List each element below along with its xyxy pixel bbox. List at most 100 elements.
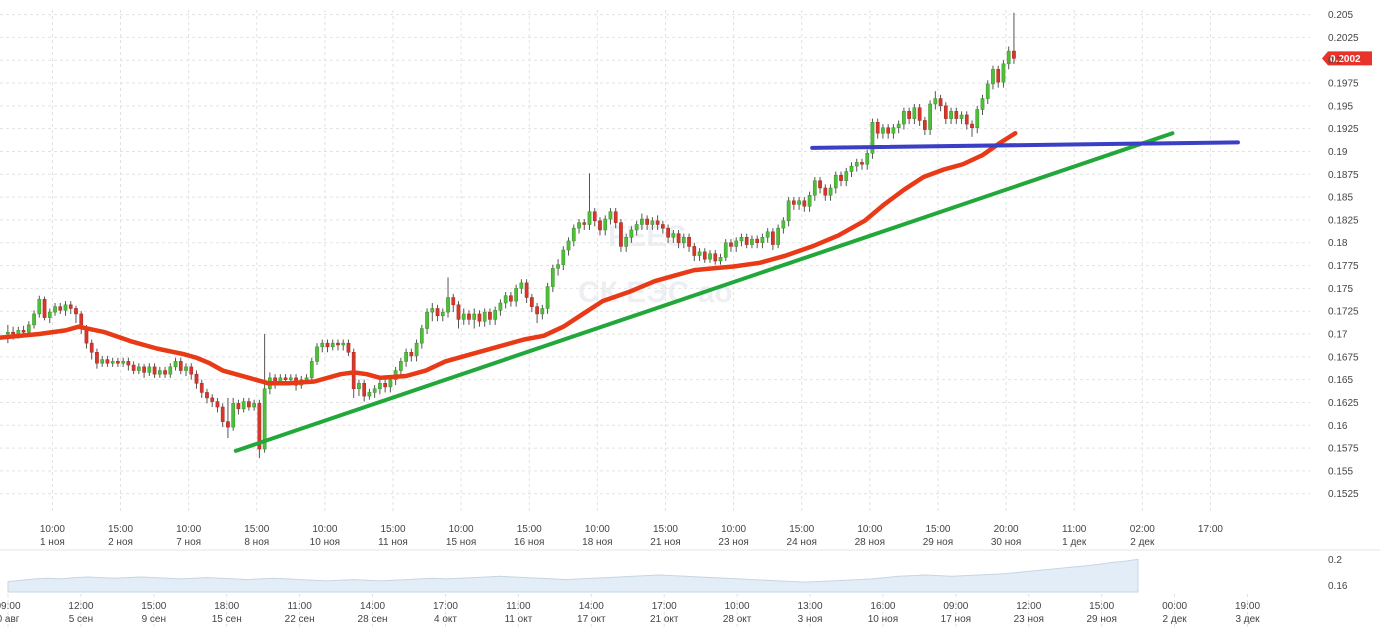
navigator-x-time: 00:00 [1162,601,1187,612]
candle-body [503,295,508,304]
candle-body [95,352,99,364]
candle-body [760,237,765,243]
x-tick-time: 15:00 [108,524,133,535]
x-tick-date: 21 ноя [650,537,680,548]
candle-body [530,297,534,307]
candle-body [493,310,498,320]
candle-body [100,359,105,364]
moving-average-line [0,130,1018,386]
navigator-x-time: 19:00 [1235,601,1260,612]
y-tick-label: 0.155 [1328,466,1353,477]
x-tick-date: 2 дек [1130,537,1155,548]
candle-body [116,361,120,364]
candle-body [540,308,545,315]
x-tick-date: 2 ноя [108,537,133,548]
candle-body [1006,50,1011,65]
x-tick-date: 29 ноя [923,537,953,548]
candle-body [388,379,393,388]
x-tick-date: 28 ноя [855,537,885,548]
y-tick-label: 0.1925 [1328,124,1359,135]
candle-body [781,220,786,229]
candle-body [414,342,419,357]
candle-body [923,120,927,130]
candle-body [89,342,94,353]
candle-body [619,222,623,247]
x-tick-time: 15:00 [517,524,542,535]
candle-body [226,421,230,428]
candle-body [571,227,576,242]
candle-body [823,187,828,196]
navigator-x-date: 2 дек [1163,614,1188,625]
candle-body [896,123,901,128]
candle-body [786,200,791,222]
candle-body [378,383,382,390]
candle-body [215,401,220,408]
candle-body [315,346,319,362]
candle-body [844,171,849,181]
navigator-x-date: 28 окт [723,614,752,625]
candle-body [220,406,225,422]
candle-body [613,211,618,223]
candle-body [980,98,985,110]
navigator-x-date: 15 сен [212,614,242,625]
navigator-x-date: 0 авг [0,614,20,625]
candle-body [556,264,560,269]
y-tick-label: 0.16 [1328,421,1348,432]
x-tick-date: 16 ноя [514,537,544,548]
candle-body [142,366,146,373]
candle-body [488,311,492,320]
candle-body [252,403,256,408]
navigator-x-time: 09:00 [0,601,21,612]
candle-body [676,233,681,243]
candle-body [121,361,125,364]
y-tick-label: 0.1675 [1328,352,1359,363]
navigator-x-time: 15:00 [141,601,166,612]
candle-body [47,311,52,318]
candle-body [498,302,503,311]
navigator-x-time: 09:00 [943,601,968,612]
candle-body [833,174,838,189]
candle-body [666,227,670,238]
x-tick-date: 1 дек [1062,537,1087,548]
y-tick-label: 0.1775 [1328,261,1359,272]
candle-body [640,218,644,225]
candle-body [991,69,995,85]
candle-body [74,308,78,315]
candle-body [702,251,707,260]
candle-body [854,162,859,167]
navigator-area [7,558,1139,593]
resistance-line [810,140,1240,150]
candle-body [603,218,608,231]
navigator-x-date: 17 окт [577,614,606,625]
x-tick-time: 10:00 [721,524,746,535]
candle-body [1012,50,1016,59]
candle-body [907,111,911,119]
candle-body [650,220,655,225]
candle-body [419,328,424,344]
navigator-x-date: 23 ноя [1014,614,1044,625]
candle-body [697,251,702,256]
x-tick-time: 15:00 [244,524,269,535]
x-tick-date: 10 ноя [310,537,340,548]
candle-body [1001,63,1006,83]
candle-body [519,282,524,289]
candle-body [928,103,932,130]
candle-body [325,342,330,348]
candle-body [126,361,131,366]
x-tick-time: 15:00 [925,524,950,535]
candle-body [236,403,241,410]
candle-body [860,162,864,165]
candle-body [839,174,843,181]
candle-body [535,306,539,315]
navigator-x-date: 4 окт [434,614,457,625]
candle-body [168,366,173,375]
candle-body [451,297,456,306]
y-tick-label: 0.1575 [1328,444,1359,455]
candle-body [336,342,340,346]
x-tick-date: 18 ноя [582,537,612,548]
candle-body [189,366,194,375]
candle-body [964,114,969,125]
candle-body [849,165,854,172]
candle-body [545,286,550,309]
